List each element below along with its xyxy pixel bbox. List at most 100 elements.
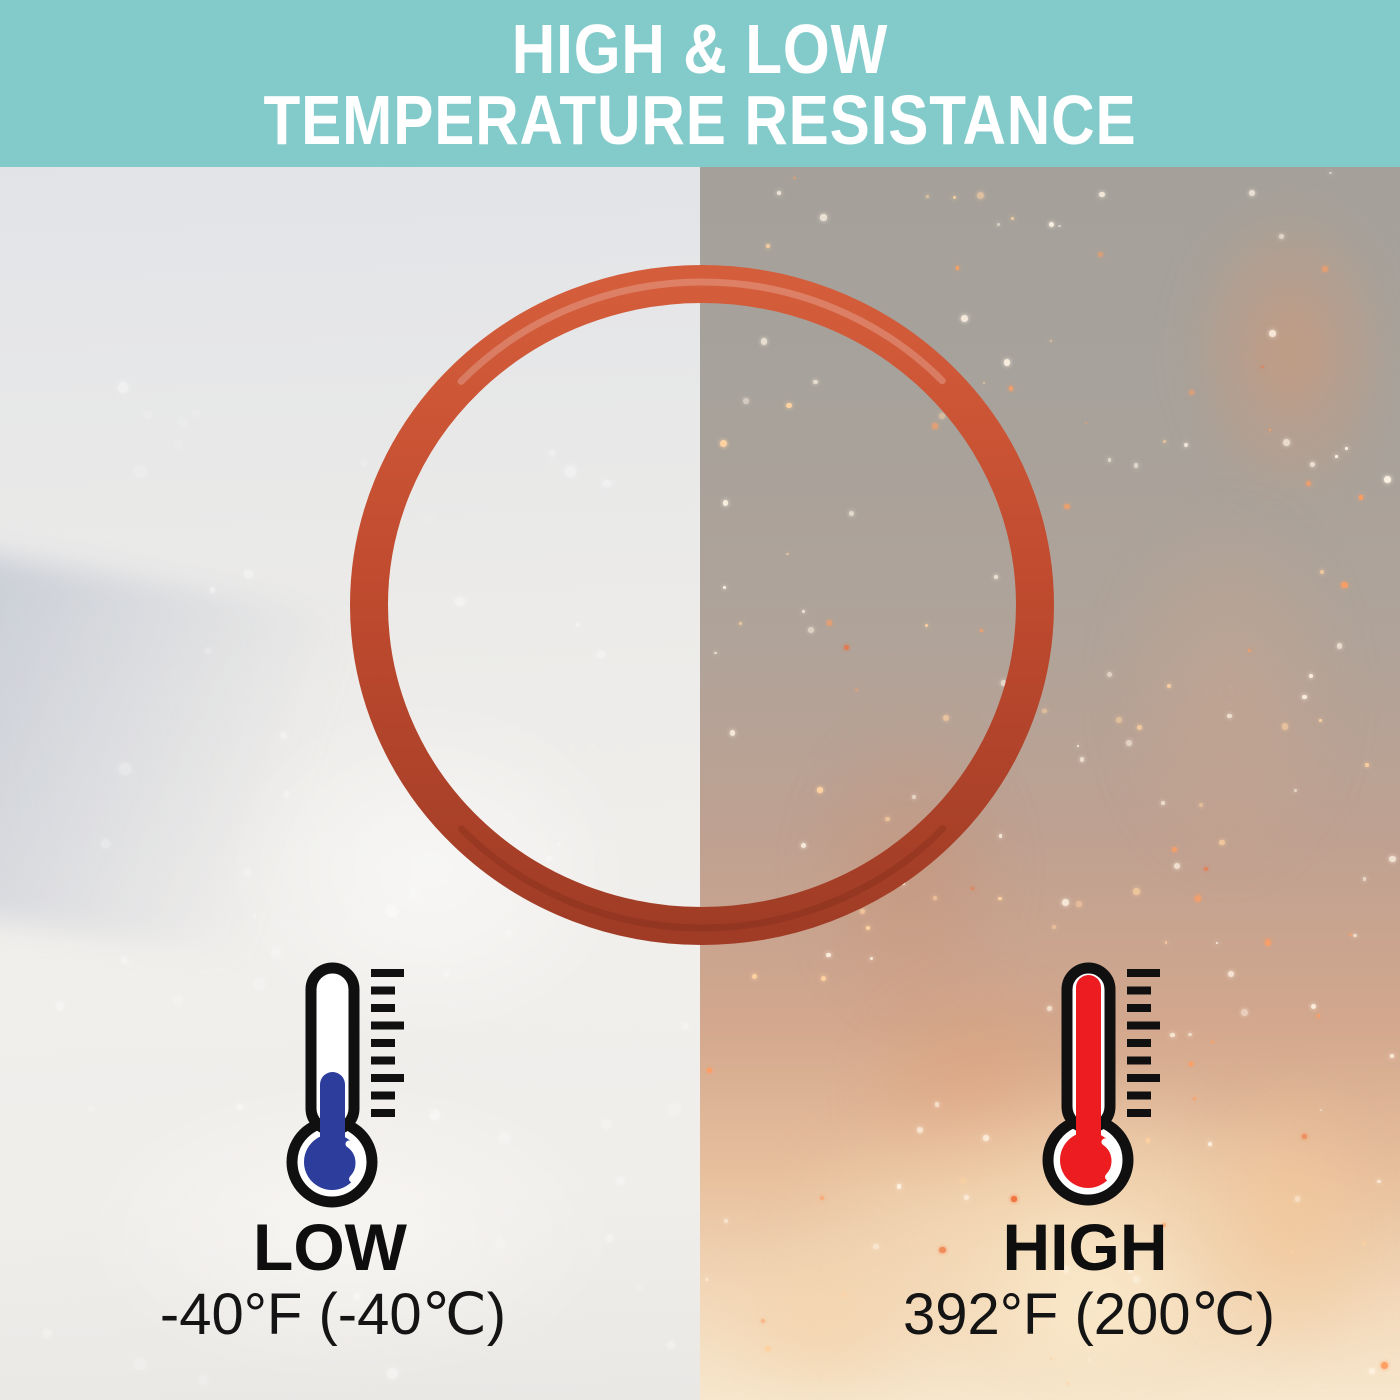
high-label: HIGH	[1002, 1210, 1168, 1284]
spark	[706, 1067, 712, 1074]
spark	[1085, 421, 1088, 424]
spark	[1283, 438, 1291, 446]
spark	[283, 791, 290, 797]
spark	[1188, 1032, 1192, 1037]
spark	[1133, 888, 1140, 895]
spark	[55, 1002, 65, 1012]
spark	[353, 1292, 361, 1300]
flame-glow	[940, 1180, 1240, 1400]
spark	[1058, 224, 1062, 228]
spark	[1127, 1226, 1133, 1232]
spark	[361, 460, 367, 467]
spark	[605, 1234, 614, 1242]
low-label: LOW	[253, 1210, 407, 1284]
spark	[237, 1103, 244, 1110]
spark	[602, 1119, 612, 1129]
spark	[765, 1346, 772, 1352]
spark	[760, 337, 768, 345]
spark	[1115, 716, 1123, 723]
spark	[933, 896, 937, 901]
spark	[1348, 932, 1353, 937]
spark	[925, 195, 929, 198]
spark	[1099, 191, 1105, 198]
spark	[426, 516, 433, 523]
spark	[498, 1132, 510, 1144]
spark	[1066, 1381, 1070, 1385]
spark	[243, 869, 252, 877]
spark	[1219, 839, 1225, 846]
spark	[556, 842, 561, 847]
spark	[1097, 251, 1104, 257]
spark	[429, 1110, 440, 1120]
spark	[1088, 1358, 1091, 1361]
spark	[210, 587, 216, 593]
spark	[800, 842, 807, 849]
spark	[1316, 1014, 1321, 1018]
spark	[1198, 802, 1203, 808]
spark	[1204, 866, 1209, 871]
title-line-2: TEMPERATURE RESISTANCE	[263, 81, 1137, 159]
spark	[142, 409, 153, 419]
spark	[896, 1184, 902, 1189]
spark	[386, 1368, 398, 1380]
spark	[494, 1238, 505, 1249]
spark	[615, 1176, 625, 1186]
flame-glow	[1140, 140, 1400, 560]
spark	[1336, 643, 1343, 649]
low-temperature-value: -40°F (-40℃)	[159, 1282, 507, 1347]
spark	[1377, 1179, 1382, 1184]
spark	[119, 763, 131, 775]
thermometer-scale-ticks	[1127, 969, 1160, 1117]
spark	[1192, 1096, 1196, 1100]
spark	[911, 794, 916, 799]
spark	[1039, 1234, 1046, 1240]
spark	[786, 402, 792, 409]
spark	[977, 191, 984, 199]
spark	[1162, 1222, 1167, 1227]
spark	[1046, 1006, 1052, 1012]
spark	[939, 412, 945, 419]
spark	[1309, 461, 1315, 467]
spark	[1076, 744, 1080, 748]
spark	[668, 1103, 681, 1115]
spark	[1353, 933, 1358, 938]
spark	[1107, 671, 1112, 677]
spark	[637, 1285, 642, 1290]
spark	[1079, 757, 1085, 762]
spark	[1318, 718, 1322, 722]
spark	[1340, 581, 1348, 589]
spark	[820, 975, 826, 981]
spark	[1126, 740, 1133, 747]
spark	[996, 223, 1000, 227]
spark	[924, 623, 929, 628]
spark	[101, 838, 111, 848]
spark	[1011, 217, 1014, 220]
spark	[766, 244, 770, 248]
snow-sparkles	[0, 0, 700, 1400]
spark	[983, 1134, 990, 1141]
spark	[120, 956, 128, 965]
spark	[855, 688, 858, 692]
spark	[117, 382, 129, 393]
spark	[666, 1340, 675, 1349]
spark	[820, 214, 827, 221]
spark	[1308, 674, 1313, 678]
spark	[1319, 569, 1325, 575]
spark	[1000, 680, 1007, 686]
spark	[1161, 801, 1166, 806]
spark	[1249, 189, 1256, 197]
spark	[1167, 683, 1172, 688]
spark	[597, 650, 605, 659]
spark	[1279, 234, 1285, 240]
spark	[959, 1178, 966, 1185]
spark	[1227, 713, 1232, 719]
high-temperature-value: 392°F (200℃)	[902, 1282, 1276, 1347]
high-mercury-column	[1076, 975, 1101, 1165]
spark	[826, 620, 833, 626]
thermometer-scale-ticks	[371, 969, 404, 1117]
spark	[253, 978, 266, 991]
spark	[1061, 898, 1069, 906]
spark	[998, 834, 1003, 838]
spark	[1302, 1134, 1307, 1139]
spark	[386, 906, 398, 917]
